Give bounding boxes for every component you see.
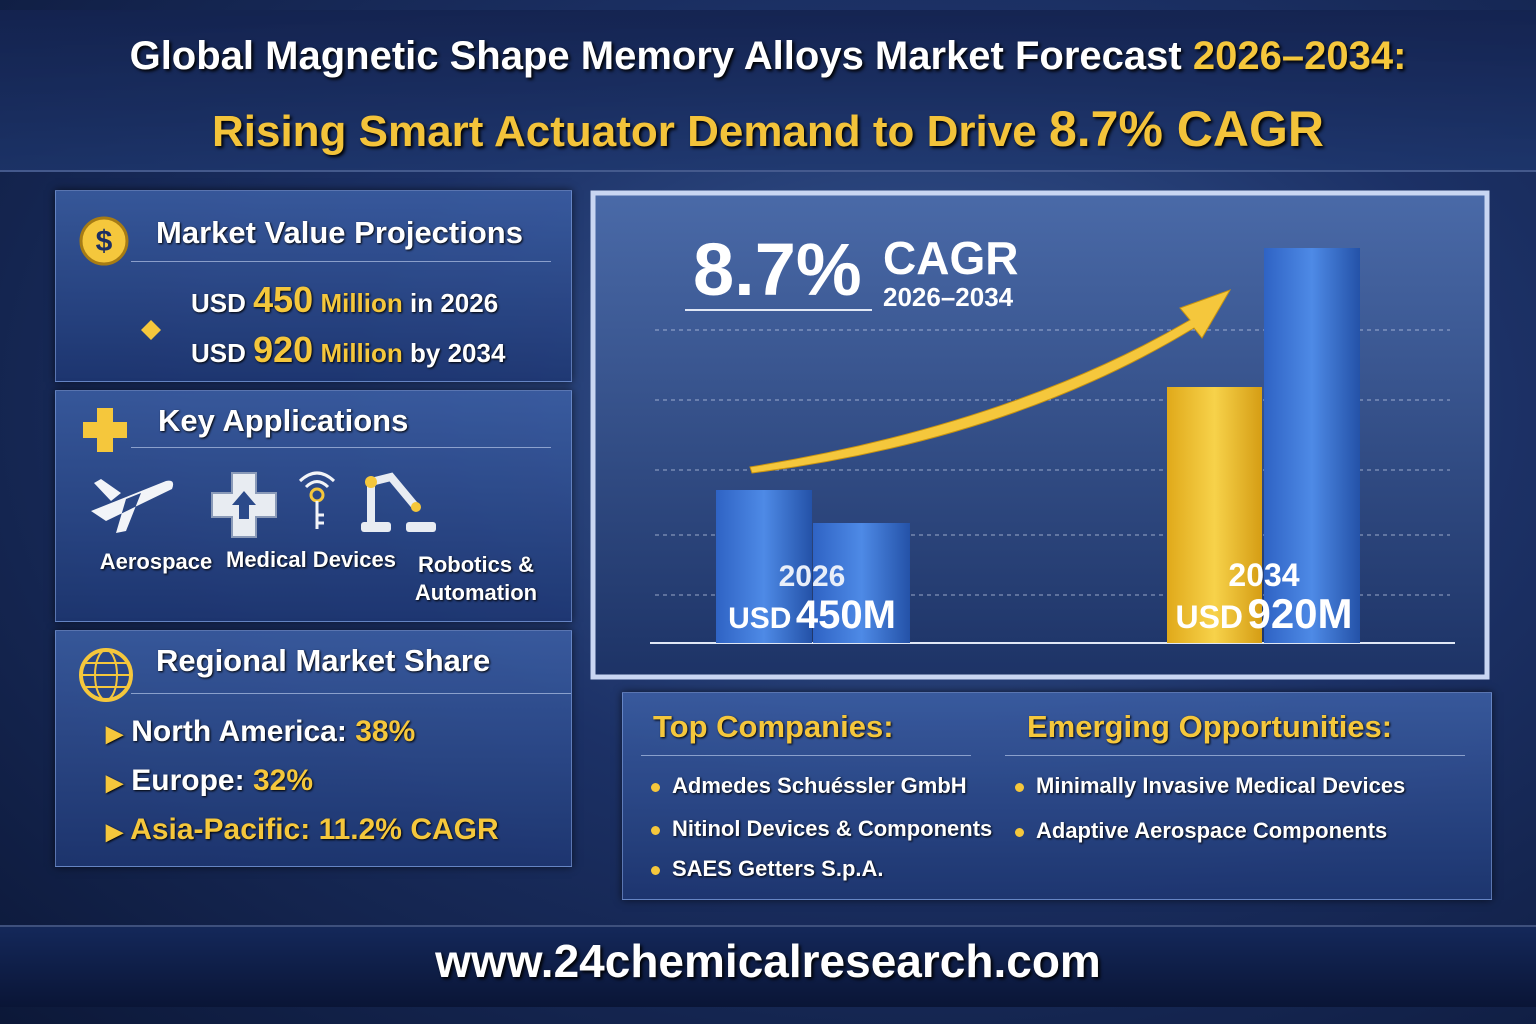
opportunity-item: Adaptive Aerospace Components bbox=[1015, 818, 1387, 844]
divider bbox=[131, 261, 551, 262]
cagr-value: 8.7% bbox=[693, 228, 862, 311]
opportunity-name: Minimally Invasive Medical Devices bbox=[1036, 773, 1406, 798]
value-unit: Million bbox=[320, 338, 403, 368]
opportunity-name: Adaptive Aerospace Components bbox=[1036, 818, 1388, 843]
application-label: Medical Devices bbox=[226, 547, 396, 572]
footer-bar bbox=[0, 925, 1536, 1007]
region-value: 38% bbox=[355, 715, 416, 748]
value-line: USD 920 Million by 2034 bbox=[191, 329, 505, 371]
companies-panel: Top Companies: Admedes Schuéssler GmbH N… bbox=[622, 692, 1492, 900]
subtitle-highlight: 8.7% CAGR bbox=[1048, 101, 1325, 157]
title-main: Global Magnetic Shape Memory Alloys Mark… bbox=[129, 34, 1182, 78]
value-amount: 450 bbox=[253, 279, 314, 320]
growth-arrow bbox=[749, 289, 1232, 474]
cagr-label: CAGR bbox=[883, 232, 1018, 284]
region-value: 32% bbox=[252, 764, 313, 797]
region-value: 11.2% CAGR bbox=[318, 813, 499, 846]
value-unit: Million bbox=[320, 288, 403, 318]
triangle-bullet: ▶ bbox=[106, 819, 123, 844]
sensor-icon bbox=[298, 471, 336, 529]
globe-icon bbox=[79, 648, 133, 702]
title: Global Magnetic Shape Memory Alloys Mark… bbox=[0, 34, 1536, 79]
bar-prefix: USD bbox=[728, 602, 791, 635]
company-item: Admedes Schuéssler GmbH bbox=[651, 773, 967, 799]
panel-heading: Regional Market Share bbox=[156, 643, 491, 678]
bar-year: 2034 bbox=[1228, 557, 1299, 593]
company-item: Nitinol Devices & Components bbox=[651, 816, 992, 842]
value-amount: 920 bbox=[253, 329, 314, 370]
diamond-icon bbox=[141, 320, 161, 340]
divider bbox=[131, 693, 571, 694]
panel-heading: Market Value Projections bbox=[156, 215, 523, 250]
dollar-icon: $ bbox=[79, 216, 129, 266]
panel-heading: Top Companies: bbox=[653, 709, 894, 744]
robot-arm-icon bbox=[361, 472, 436, 532]
bar-value: USD 920M bbox=[1175, 590, 1352, 637]
bar-value: USD 450M bbox=[728, 593, 896, 637]
triangle-bullet: ▶ bbox=[106, 770, 123, 795]
bar-amount: 450M bbox=[796, 593, 896, 637]
plane-icon bbox=[91, 479, 174, 533]
plus-icon bbox=[83, 408, 127, 452]
region-label: Asia-Pacific: bbox=[130, 813, 311, 846]
value-prefix: USD bbox=[191, 288, 246, 318]
value-prefix: USD bbox=[191, 338, 246, 368]
svg-text:$: $ bbox=[96, 225, 113, 258]
company-item: SAES Getters S.p.A. bbox=[651, 856, 884, 882]
title-years: 2026–2034: bbox=[1192, 34, 1407, 78]
value-suffix: in 2026 bbox=[410, 288, 499, 318]
application-label: Aerospace bbox=[99, 549, 213, 574]
bar bbox=[813, 523, 910, 643]
title-bar bbox=[0, 10, 1536, 172]
triangle-bullet: ▶ bbox=[106, 721, 123, 746]
divider bbox=[131, 447, 551, 448]
opportunity-item: Minimally Invasive Medical Devices bbox=[1015, 773, 1405, 799]
company-name: Nitinol Devices & Components bbox=[672, 816, 993, 841]
cagr-period: 2026–2034 bbox=[883, 282, 1014, 312]
company-name: Admedes Schuéssler GmbH bbox=[672, 773, 967, 798]
applications-panel: Key Applications Aerospace Medical Devic… bbox=[55, 390, 572, 622]
region-line: ▶ Europe: 32% bbox=[106, 764, 313, 798]
subtitle: Rising Smart Actuator Demand to Drive 8.… bbox=[0, 100, 1536, 158]
company-name: SAES Getters S.p.A. bbox=[672, 856, 884, 881]
region-label: Europe: bbox=[131, 764, 245, 797]
bar bbox=[716, 490, 812, 643]
region-line: ▶ Asia-Pacific: 11.2% CAGR bbox=[106, 813, 499, 847]
bar bbox=[1167, 387, 1262, 643]
value-line: USD 450 Million in 2026 bbox=[191, 279, 498, 321]
footer-url: www.24chemicalresearch.com bbox=[435, 935, 1101, 987]
subtitle-main: Rising Smart Actuator Demand to Drive bbox=[211, 107, 1037, 156]
divider bbox=[1005, 755, 1465, 756]
application-label: Robotics & Automation bbox=[414, 552, 538, 605]
bar-year: 2026 bbox=[779, 560, 846, 593]
divider bbox=[641, 755, 971, 756]
bar-amount: 920M bbox=[1247, 590, 1352, 637]
bar bbox=[1264, 248, 1360, 643]
chart-panel: 8.7% CAGR 2026–2034 2026 USD 450M 2034 U… bbox=[590, 190, 1490, 680]
panel-heading: Key Applications bbox=[158, 403, 409, 438]
regional-panel: Regional Market Share ▶ North America: 3… bbox=[55, 630, 572, 867]
bar-prefix: USD bbox=[1175, 599, 1243, 635]
panel-heading: Emerging Opportunities: bbox=[1027, 709, 1393, 744]
medical-icon bbox=[211, 472, 277, 538]
region-label: North America: bbox=[131, 715, 347, 748]
market-value-panel: $ Market Value Projections USD 450 Milli… bbox=[55, 190, 572, 382]
region-line: ▶ North America: 38% bbox=[106, 715, 415, 749]
value-suffix: by 2034 bbox=[410, 338, 506, 368]
